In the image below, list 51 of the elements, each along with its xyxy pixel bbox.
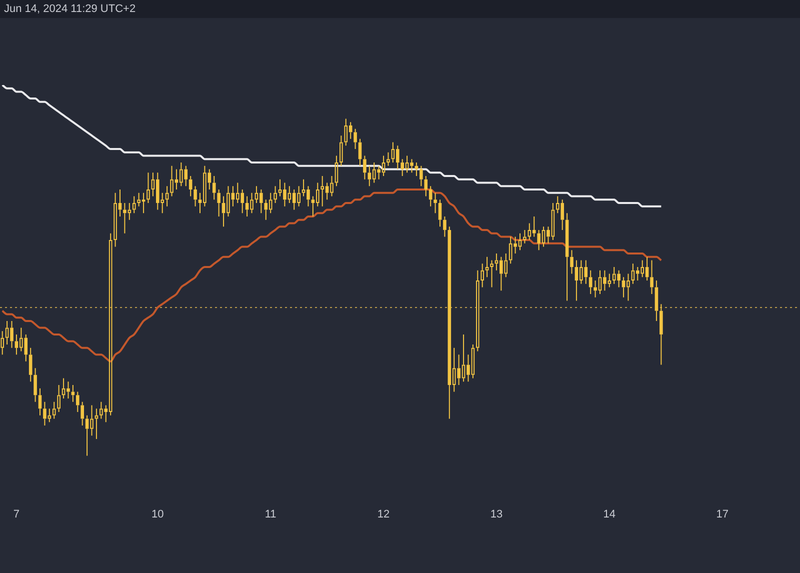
candlestick — [28, 347, 32, 382]
candlestick — [264, 199, 268, 220]
candlestick — [52, 401, 56, 420]
x-tick-label: 12 — [377, 508, 390, 520]
candlestick — [565, 212, 569, 302]
candlestick — [650, 260, 654, 294]
candlestick — [217, 189, 220, 217]
candlestick — [132, 196, 136, 214]
candlestick — [34, 368, 37, 402]
candlestick — [414, 162, 418, 177]
x-tick-label: 17 — [716, 508, 728, 520]
candlestick — [523, 229, 526, 244]
candlestick — [443, 216, 446, 238]
candlestick — [480, 263, 484, 288]
candlestick — [420, 165, 423, 187]
candlestick — [80, 401, 84, 426]
candlestick — [212, 176, 216, 200]
x-tick-label: 13 — [490, 508, 503, 520]
candlestick — [274, 186, 277, 204]
candlestick — [485, 256, 489, 278]
candlestick — [386, 152, 390, 166]
candlestick — [490, 260, 494, 288]
candlestick — [660, 304, 663, 366]
candlestick — [188, 176, 192, 197]
candlestick — [354, 128, 357, 150]
candlestick — [146, 172, 150, 204]
candlestick — [76, 391, 80, 412]
candlestick — [654, 280, 658, 322]
candlestick — [38, 388, 42, 416]
candlestick — [165, 186, 169, 207]
x-tick-label: 10 — [152, 508, 164, 520]
x-tick-label: 11 — [264, 508, 276, 520]
candlestick — [57, 384, 60, 412]
candlestick — [438, 199, 442, 228]
x-tick-label: 7 — [13, 508, 20, 520]
candlestick — [0, 330, 4, 356]
candlestick — [194, 186, 197, 207]
candlestick — [434, 192, 437, 214]
candlestick — [344, 118, 348, 146]
candlestick — [532, 216, 536, 238]
candlestick — [428, 186, 432, 207]
candlestick — [476, 270, 480, 352]
candlestick — [334, 155, 338, 187]
text: Jun 14, 2024 11:29 UTC+2 — [4, 3, 136, 15]
candlestick — [363, 155, 366, 180]
candlestick — [94, 408, 98, 440]
candlestick — [570, 250, 574, 274]
candlestick — [424, 176, 428, 197]
candlestick — [340, 135, 343, 166]
candlestick — [588, 270, 592, 294]
x-tick-label: 14 — [603, 508, 616, 520]
